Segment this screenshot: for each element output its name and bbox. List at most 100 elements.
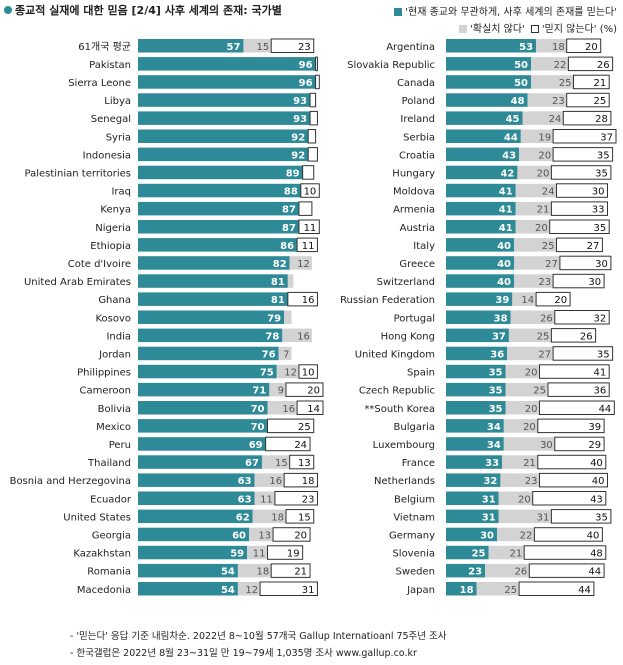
value-label-no: 41 [593,368,606,379]
category-label: Palestinian territories [25,168,132,179]
value-label-no: 26 [580,331,593,342]
value-label-no: 43 [590,494,603,505]
value-label-no: 25 [593,96,606,107]
category-label: Syria [106,132,131,143]
bar-unsure [505,382,548,397]
bar-unsure [536,39,567,53]
value-label-yes: 34 [487,440,501,451]
bar-no [550,509,612,524]
bar-yes [446,256,514,270]
value-label-unsure: 7 [283,349,289,360]
category-label: Germany [389,530,435,541]
bar-no [556,183,608,198]
value-label-yes: 44 [504,132,518,143]
value-label-no: 32 [593,313,606,324]
value-label-no: 27 [587,241,600,252]
legend-swatch-unsure [459,25,468,33]
category-label: Bulgaria [394,422,435,433]
value-label-yes: 30 [480,530,494,541]
category-label: Japan [406,585,435,596]
bar-yes [138,274,288,288]
category-label: Russian Federation [340,295,435,306]
bar-no [550,165,612,180]
category-label: Ireland [400,114,435,125]
category-label: Indonesia [83,150,131,161]
value-label-unsure: 20 [538,150,551,161]
bar-unsure [515,183,557,198]
value-label-yes: 42 [500,168,514,179]
category-label: Moldova [393,187,435,198]
bar-unsure [503,437,555,451]
bar-no [315,56,318,72]
bar-unsure [515,220,550,234]
bar-no [549,219,610,234]
bar-no [554,310,610,325]
value-label-unsure: 12 [297,259,310,270]
value-label-yes: 63 [238,476,252,487]
bar-unsure [512,292,537,306]
value-label-yes: 87 [282,205,296,216]
category-label: Portugal [394,313,435,324]
value-label-no: 37 [600,132,613,143]
category-label: Senegal [91,114,131,125]
value-label-no: 24 [294,440,307,451]
bar-unsure [508,328,552,343]
value-label-yes: 96 [299,60,313,71]
value-label-unsure: 21 [509,549,522,560]
value-label-yes: 41 [499,205,513,216]
bar-yes [138,183,301,198]
value-label-unsure: 20 [518,494,531,505]
value-label-no: 15 [298,512,311,523]
value-label-yes: 86 [280,241,294,252]
value-label-no: 44 [588,567,601,578]
bar-no [556,237,603,253]
bar-no [285,382,324,397]
bar-yes [446,582,477,596]
value-label-unsure: 11 [260,494,273,505]
legend-swatch-yes [394,8,403,16]
value-label-yes: 50 [514,60,528,71]
value-label-no: 40 [592,476,605,487]
category-label: Philippines [77,368,131,379]
category-label: Greece [399,259,435,270]
bar-yes [446,57,531,71]
value-label-yes: 75 [260,368,274,379]
value-label-yes: 93 [293,114,307,125]
value-label-unsure: 19 [538,132,551,143]
value-label-yes: 25 [472,549,486,560]
value-label-yes: 48 [511,96,525,107]
value-label-yes: 41 [499,223,513,234]
bar-unsure [497,527,535,542]
value-label-yes: 35 [489,386,503,397]
category-label: India [106,331,131,342]
bar-yes [138,473,255,487]
footnote-2: - 한국갤럽은 2022년 8월 23~31일 만 19~79세 1,035명 … [70,648,417,659]
category-label: Ghana [98,295,131,306]
bar-no [285,509,315,524]
value-label-no: 35 [593,223,606,234]
bar-no [298,201,313,216]
value-label-no: 20 [554,295,567,306]
category-label: Austria [400,223,435,234]
bar-no [298,219,320,234]
legend-label-no: '믿지 않는다' [541,24,597,35]
bar-yes [446,509,499,524]
bar-unsure [249,527,274,542]
value-label-yes: 38 [494,313,508,324]
bar-unsure [488,545,525,560]
category-label: Czech Republic [359,386,435,397]
value-label-no: 40 [587,530,600,541]
value-label-unsure: 11 [253,549,266,560]
value-label-unsure: 27 [538,349,551,360]
value-label-unsure: 25 [533,386,546,397]
chart-title: 종교적 실재에 대한 믿음 [2/4] 사후 세계의 존재: 국가별 [4,2,282,18]
value-label-no: 20 [294,530,307,541]
category-label: Serbia [403,132,435,143]
value-label-yes: 62 [236,512,250,523]
bar-no [265,436,311,452]
category-label: Kosovo [95,313,131,324]
bar-unsure [243,39,272,53]
bar-no [274,491,318,506]
category-label: Belgium [394,494,435,505]
value-label-unsure: 26 [540,313,553,324]
